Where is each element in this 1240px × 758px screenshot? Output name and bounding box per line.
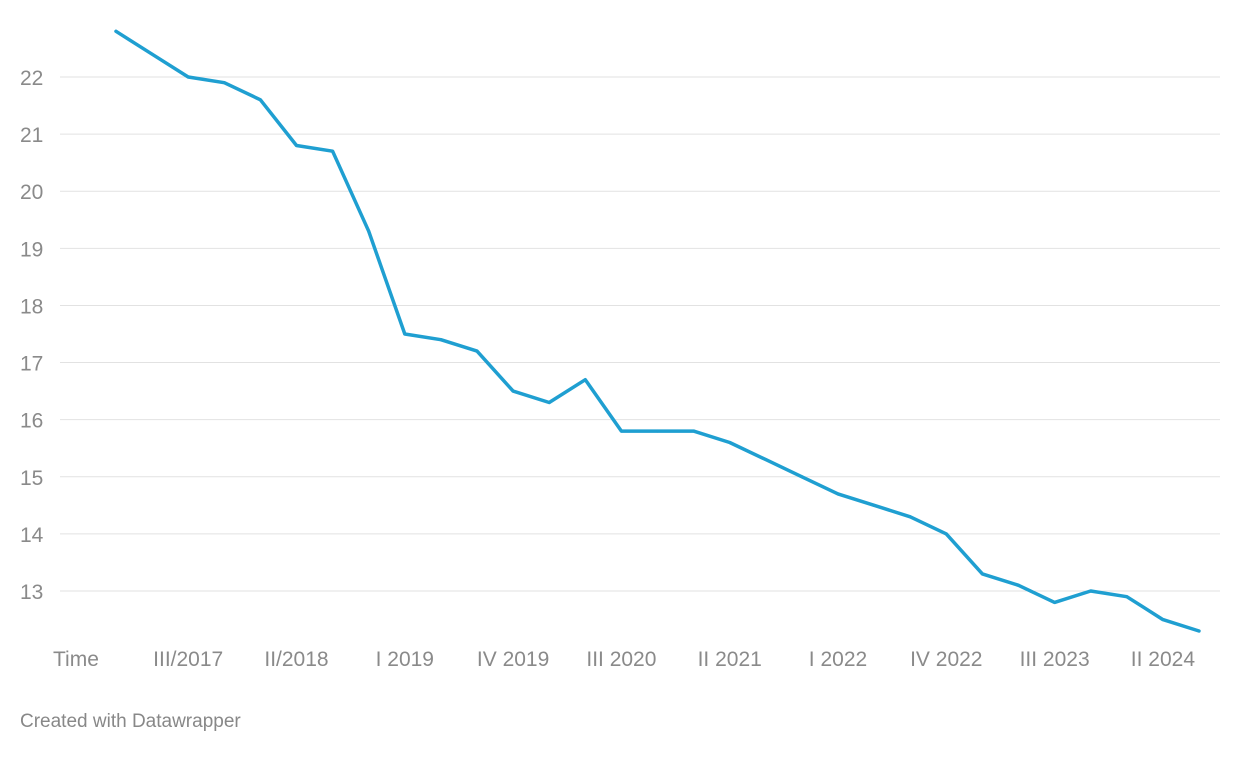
x-tick-label-1: III/2017: [153, 648, 223, 671]
y-tick-label-21: 21: [20, 124, 43, 147]
data-point-10: [475, 349, 479, 353]
data-point-30: [1197, 629, 1201, 633]
y-tick-label-18: 18: [20, 295, 43, 318]
data-point-7: [367, 229, 371, 233]
x-axis-tick-labels: Time III/2017 II/2018 I 2019 IV 2019 III 2020…: [53, 648, 1195, 671]
data-point-6: [331, 149, 335, 153]
data-point-15: [656, 429, 659, 433]
data-point-27: [1089, 589, 1093, 593]
data-point-13: [583, 378, 587, 382]
data-point-21: [872, 503, 876, 507]
data-point-11: [511, 389, 515, 393]
data-point-5: [295, 144, 298, 148]
x-tick-label-2: II/2018: [264, 648, 328, 671]
data-point-2: [186, 75, 190, 79]
x-tick-label-3: I 2019: [376, 648, 434, 671]
data-point-14: [619, 429, 623, 433]
x-tick-label-5: III 2020: [586, 648, 656, 671]
data-point-20: [836, 492, 840, 496]
y-tick-label-22: 22: [20, 67, 43, 90]
data-point-18: [764, 458, 768, 462]
data-point-29: [1161, 618, 1165, 622]
line-chart: 13 14 15 16 17 18 19 20 21 22 Time III/2017 II/2018…: [20, 29, 1220, 671]
x-tick-label-9: III 2023: [1020, 648, 1090, 671]
x-tick-label-6: II 2021: [698, 648, 762, 671]
y-tick-label-17: 17: [20, 353, 43, 376]
data-point-12: [547, 401, 551, 405]
gridlines: [60, 76, 1220, 592]
x-tick-label-4: IV 2019: [477, 648, 549, 671]
data-point-4: [258, 98, 262, 102]
data-point-3: [222, 81, 226, 85]
series-line-0: [114, 29, 1201, 633]
data-point-25: [1017, 583, 1020, 587]
data-point-8: [403, 332, 407, 336]
data-point-16: [692, 429, 696, 433]
x-tick-label-8: IV 2022: [910, 648, 982, 671]
data-point-19: [800, 475, 804, 479]
y-tick-label-15: 15: [20, 467, 43, 490]
data-point-24: [980, 572, 984, 576]
y-tick-label-14: 14: [20, 524, 44, 547]
y-tick-label-20: 20: [20, 181, 43, 204]
x-tick-label-10: II 2024: [1131, 648, 1196, 671]
y-tick-label-13: 13: [20, 581, 43, 604]
y-tick-label-16: 16: [20, 410, 43, 433]
data-point-23: [944, 532, 948, 536]
series-layer: [114, 29, 1201, 633]
x-tick-label-7: I 2022: [809, 648, 867, 671]
y-tick-label-19: 19: [20, 238, 43, 261]
x-tick-label-0: Time: [53, 648, 99, 671]
data-point-9: [439, 338, 443, 342]
data-point-0: [114, 29, 118, 33]
data-point-28: [1125, 595, 1129, 599]
datawrapper-credit: Created with Datawrapper: [20, 711, 241, 732]
data-point-22: [908, 515, 912, 519]
data-point-1: [150, 52, 154, 56]
y-axis-tick-labels: 13 14 15 16 17 18 19 20 21 22: [20, 67, 44, 604]
data-point-26: [1053, 600, 1057, 604]
data-point-17: [728, 441, 732, 445]
